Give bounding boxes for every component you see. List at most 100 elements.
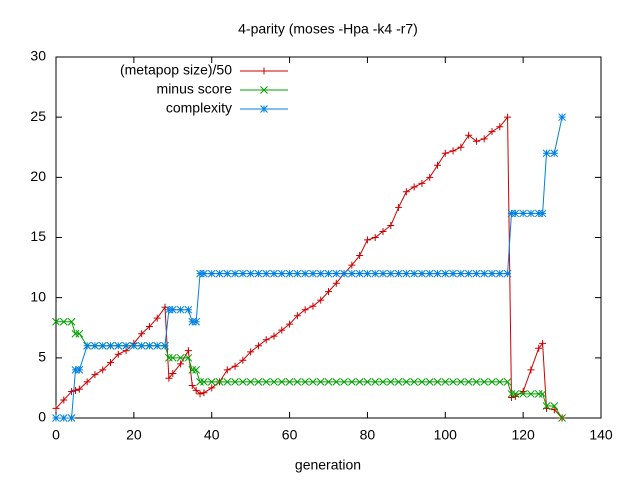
data-point — [196, 378, 204, 386]
y-tick-label: 10 — [30, 288, 46, 304]
data-point — [480, 135, 488, 143]
data-point — [176, 353, 185, 362]
y-tick-label: 30 — [30, 48, 46, 64]
data-point — [207, 269, 216, 278]
data-point — [286, 320, 294, 328]
data-point — [52, 414, 60, 422]
data-point — [535, 344, 543, 352]
data-point — [488, 128, 496, 136]
data-point — [200, 269, 208, 278]
data-point — [247, 348, 255, 356]
data-point — [293, 269, 302, 278]
data-point — [309, 378, 317, 386]
data-point — [495, 269, 504, 278]
data-point — [507, 209, 516, 218]
data-point — [418, 179, 426, 187]
data-point — [184, 305, 193, 314]
x-tick-label: 140 — [589, 427, 613, 443]
data-point — [449, 269, 457, 278]
data-point — [145, 341, 154, 350]
data-point — [106, 341, 115, 350]
data-point — [340, 269, 348, 278]
data-point — [176, 305, 185, 314]
data-point — [539, 339, 547, 347]
data-point — [60, 396, 68, 404]
series-line — [55, 115, 563, 419]
data-point — [208, 384, 216, 392]
data-point — [348, 378, 356, 386]
data-point — [75, 329, 84, 338]
data-point — [387, 221, 395, 229]
data-point — [379, 378, 387, 386]
y-tick-label: 20 — [30, 168, 46, 184]
data-point — [137, 341, 146, 350]
data-point — [223, 366, 231, 374]
data-point — [394, 269, 403, 278]
data-point — [215, 269, 224, 278]
x-axis-label: generation — [295, 457, 361, 473]
data-point — [402, 269, 411, 278]
data-point — [59, 414, 68, 422]
data-point — [239, 269, 247, 278]
legend-swatch — [240, 67, 288, 75]
data-point — [480, 269, 489, 278]
data-point — [192, 386, 200, 394]
data-point — [270, 269, 278, 278]
data-point — [153, 314, 161, 322]
data-point — [507, 394, 515, 402]
data-point — [161, 341, 169, 350]
data-point — [527, 209, 535, 218]
data-point — [418, 378, 426, 386]
data-point — [355, 269, 364, 278]
data-point — [472, 269, 481, 278]
data-point — [457, 378, 465, 386]
series-line — [56, 321, 563, 419]
data-point — [309, 269, 317, 278]
data-point — [558, 414, 566, 422]
data-point — [301, 269, 309, 278]
data-point — [379, 269, 387, 278]
data-point — [196, 269, 204, 278]
data-point — [153, 341, 162, 350]
data-point — [107, 359, 114, 367]
data-point — [550, 149, 559, 158]
data-point — [542, 149, 551, 158]
data-point — [277, 269, 286, 278]
data-point — [75, 385, 83, 393]
data-point — [223, 269, 232, 278]
data-point — [527, 366, 535, 374]
data-point — [425, 269, 434, 278]
data-point — [130, 341, 138, 350]
plot-frame — [55, 56, 602, 419]
data-point — [434, 161, 441, 169]
data-point — [538, 209, 547, 218]
x-tick-label: 60 — [282, 427, 298, 443]
data-point — [301, 378, 309, 386]
data-point — [465, 131, 473, 139]
data-point — [122, 341, 130, 350]
y-tick-label: 15 — [30, 228, 46, 244]
data-point — [184, 353, 193, 362]
data-point — [262, 378, 271, 386]
data-point — [449, 147, 457, 155]
data-point — [200, 378, 208, 386]
data-point — [75, 366, 84, 374]
data-point — [356, 252, 364, 260]
data-point — [161, 303, 169, 311]
data-point — [177, 360, 185, 368]
data-point — [519, 390, 527, 398]
data-point — [426, 173, 434, 181]
data-point — [402, 378, 411, 386]
y-tick-label: 0 — [38, 409, 46, 425]
data-point — [519, 209, 527, 218]
data-point — [285, 378, 294, 386]
legend-label: minus score — [157, 81, 233, 97]
data-point — [192, 317, 200, 326]
data-point — [168, 305, 177, 314]
data-point — [480, 378, 489, 386]
data-point — [71, 386, 79, 394]
data-point — [534, 209, 543, 218]
data-point — [246, 269, 255, 278]
data-point — [316, 378, 325, 386]
